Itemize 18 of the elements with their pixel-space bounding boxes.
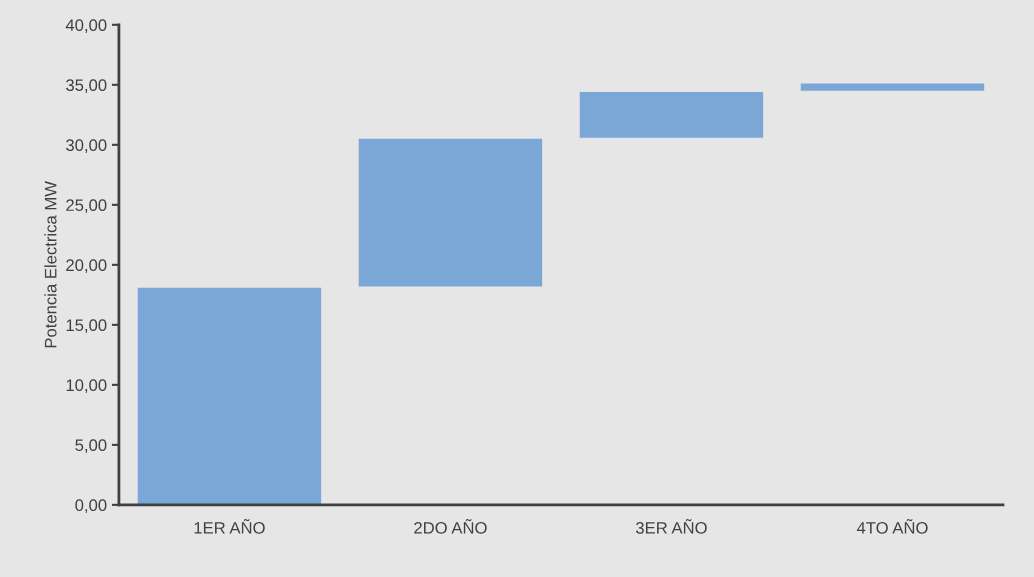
y-tick-label: 35,00 — [66, 79, 107, 93]
x-tick-label: 2DO AÑO — [414, 518, 487, 534]
y-tick-label: 20,00 — [66, 259, 107, 274]
bar — [358, 138, 543, 287]
y-tick-label: 25,00 — [66, 199, 107, 214]
bar — [800, 83, 985, 91]
y-tick-label: 10,00 — [66, 379, 107, 394]
y-tick-label: 5,00 — [75, 439, 107, 454]
x-tick-label: 1ER AÑO — [194, 518, 265, 534]
x-tick-label: 4TO AÑO — [856, 518, 928, 534]
y-axis-title: Potencia Electrica MW — [44, 181, 57, 348]
y-tick-label: 30,00 — [66, 139, 107, 153]
y-tick-label: 0,00 — [75, 499, 107, 514]
bar — [137, 287, 322, 505]
y-tick-label: 15,00 — [66, 319, 107, 334]
x-tick-label: 3ER AÑO — [635, 518, 707, 534]
bar — [579, 92, 764, 138]
y-tick-label: 40,00 — [65, 19, 107, 33]
